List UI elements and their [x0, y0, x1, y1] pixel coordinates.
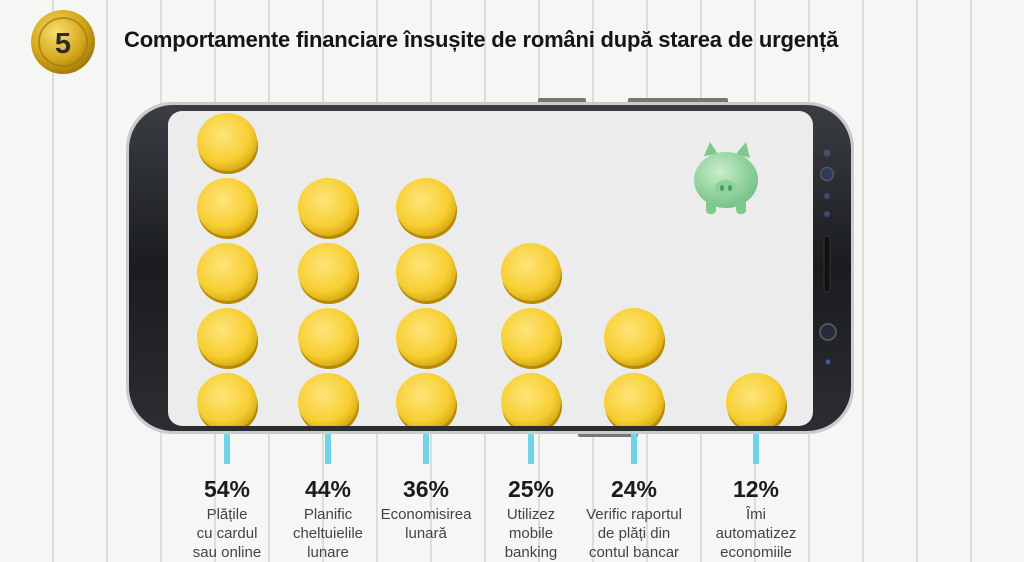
coin-stack-bar	[197, 113, 258, 426]
coin	[197, 178, 257, 236]
category-label-line: Verific raportul	[586, 506, 682, 523]
percentage-value: 44%	[304, 476, 352, 502]
connector-line	[528, 434, 534, 464]
coin	[298, 178, 358, 236]
coin	[197, 243, 257, 301]
category-label-line: lunară	[405, 525, 447, 542]
coin	[396, 243, 456, 301]
category-label: Îmi automatizez economiile	[694, 505, 818, 562]
category-label-line: contul bancar	[588, 544, 680, 561]
coin	[298, 308, 358, 366]
coin	[197, 308, 257, 366]
gold-coin-icon: 5	[31, 10, 95, 74]
category-label: Verific raportul de plăți din contul banca…	[572, 505, 696, 562]
category-label-line: cu cardul	[196, 525, 258, 542]
category-label: Planific cheltuielile lunare	[266, 505, 390, 562]
piggy-bank-icon	[694, 142, 758, 214]
coin	[197, 373, 257, 426]
percentage-value: 24%	[610, 476, 658, 502]
category-label-line: Îmi	[746, 506, 766, 523]
category-label: Economisirea lunară	[364, 505, 488, 543]
category-label-line: Planific	[303, 506, 353, 523]
connector-line	[325, 434, 331, 464]
coin	[396, 178, 456, 236]
category-label: Plățile cu cardul sau online	[165, 505, 289, 562]
category-label: Utilizez mobile banking	[469, 505, 593, 562]
category-label-line: mobile	[508, 525, 554, 542]
badge-number: 5	[55, 28, 71, 60]
category-label-line: automatizez	[715, 525, 797, 542]
coin	[396, 373, 456, 426]
coin	[197, 113, 257, 171]
page-title: Comportamente financiare însușite de rom…	[124, 27, 839, 52]
coin	[298, 243, 358, 301]
coin	[501, 243, 561, 301]
coin	[396, 308, 456, 366]
coin	[604, 373, 664, 426]
coin	[501, 308, 561, 366]
coin-stack-bar	[604, 308, 665, 426]
coin	[501, 373, 561, 426]
percentage-value: 12%	[732, 476, 780, 502]
coin-stack-bar	[501, 243, 562, 426]
connector-line	[423, 434, 429, 464]
category-label-line: Utilizez	[506, 506, 556, 523]
category-label-line: economiile	[720, 544, 792, 561]
percentage-value: 36%	[402, 476, 450, 502]
coin	[298, 373, 358, 426]
category-label-line: de plăți din	[597, 525, 671, 542]
category-label-line: cheltuielile	[292, 525, 364, 542]
category-label-line: Plățile	[206, 506, 248, 523]
percentage-value: 54%	[203, 476, 251, 502]
category-label-line: banking	[504, 544, 558, 561]
connector-line	[631, 434, 637, 464]
coin	[726, 373, 786, 426]
category-label-line: Economisirea	[380, 506, 472, 523]
category-label-line: lunare	[307, 544, 349, 561]
category-label-line: sau online	[192, 544, 262, 561]
coin	[604, 308, 664, 366]
connector-line	[224, 434, 230, 464]
coin-stack-bar	[396, 178, 457, 426]
coin-stack-bar	[726, 373, 787, 426]
connector-line	[753, 434, 759, 464]
percentage-value: 25%	[507, 476, 555, 502]
coin-stack-bar	[298, 178, 359, 426]
